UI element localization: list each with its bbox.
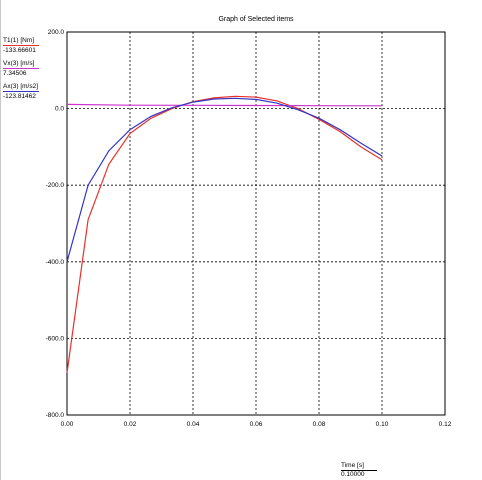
y-tick-label: -400.0 — [46, 259, 65, 266]
x-tick-label: 0.04 — [187, 421, 200, 428]
series-line-velocity — [66, 103, 383, 107]
legend-swatch-acceleration — [3, 91, 39, 92]
x-axis-label: Time [s] — [341, 462, 364, 469]
legend-label-velocity: Vx(3) [m/s] — [3, 60, 35, 67]
window-left-border — [0, 0, 1, 480]
y-tick-label: -200.0 — [46, 182, 65, 189]
series-line-torque — [66, 95, 383, 373]
legend-entry-acceleration: Ax(3) [m/s2] -123.81462 — [3, 83, 39, 101]
plot-frame — [66, 31, 446, 416]
y-tick-label: 200.0 — [48, 29, 65, 36]
y-tick-label: 0.0 — [55, 106, 64, 113]
chart-title: Graph of Selected items — [218, 16, 294, 23]
grid — [67, 32, 445, 415]
current-time-value: 0.10000 — [341, 471, 365, 478]
x-axis-label-underline — [341, 470, 377, 471]
legend-label-acceleration: Ax(3) [m/s2] — [3, 83, 39, 90]
x-axis-label-block: Time [s] 0.10000 — [341, 462, 377, 479]
x-tick-label: 0.02 — [124, 421, 137, 428]
x-tick-label: 0.06 — [250, 421, 263, 428]
legend-value-torque: -133.66601 — [3, 47, 36, 54]
legend-entry-velocity: Vx(3) [m/s] 7.34506 — [3, 60, 39, 78]
series-lines — [66, 95, 383, 373]
legend-swatch-torque — [3, 45, 39, 46]
y-tick-label: -600.0 — [46, 335, 65, 342]
legend-swatch-velocity — [3, 68, 39, 69]
x-tick-label: 0.10 — [376, 421, 389, 428]
legend-value-acceleration: -123.81462 — [3, 93, 36, 100]
series-line-acceleration — [66, 97, 383, 262]
legend-entry-torque: T1(1) [Nm] -133.66601 — [3, 37, 39, 55]
x-tick-label: 0.00 — [61, 421, 74, 428]
x-tick-label: 0.12 — [439, 421, 452, 428]
legend-value-velocity: 7.34506 — [3, 70, 27, 77]
y-tick-label: -800.0 — [46, 412, 65, 419]
x-tick-label: 0.08 — [313, 421, 326, 428]
axes: 0.00 0.02 0.04 0.06 0.08 0.10 0.12 -800.0 -600.0… — [46, 29, 452, 428]
legend-label-torque: T1(1) [Nm] — [3, 37, 35, 44]
